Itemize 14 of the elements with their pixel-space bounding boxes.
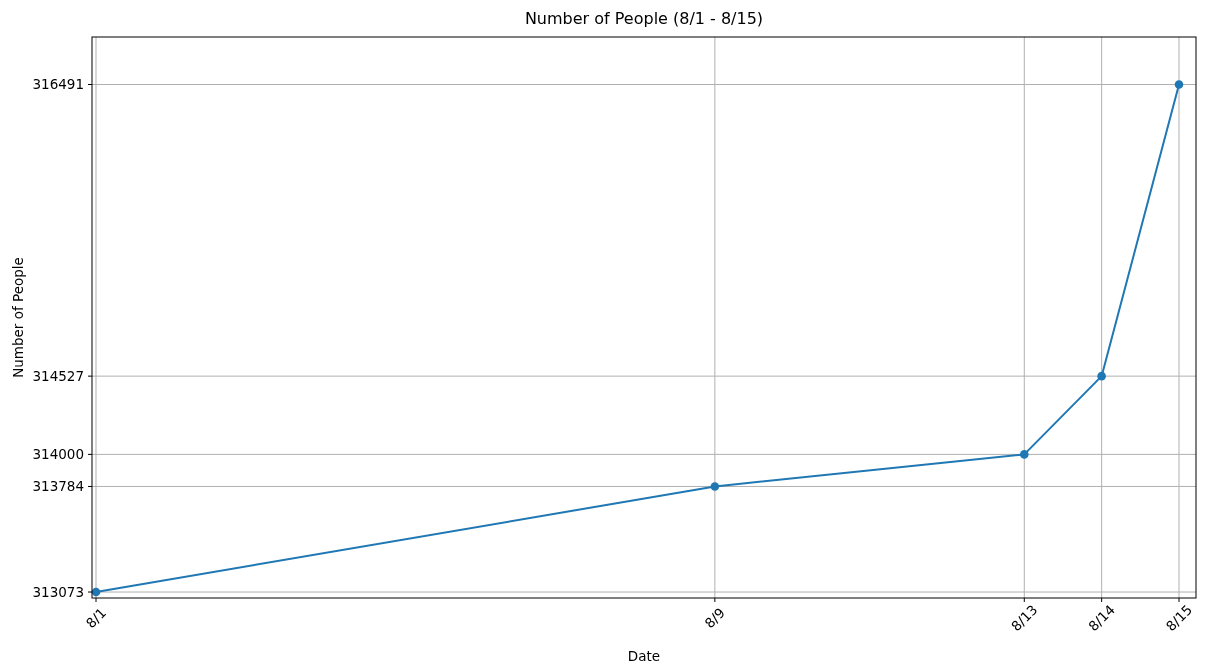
y-tick-label: 313784 [32, 478, 84, 495]
point [710, 482, 720, 491]
chart-title: Number of People (8/1 - 8/15) [524, 9, 764, 28]
x-axis-title: Date [627, 648, 661, 664]
x-tick-label: 8/9 [701, 604, 728, 632]
point [1174, 80, 1184, 89]
x-tick-label: 8/1 [82, 604, 110, 632]
y-tick-label: 316491 [32, 76, 84, 93]
y-tick-label: 313073 [32, 583, 84, 600]
y-axis-title: Number of People [9, 257, 26, 378]
point [1019, 450, 1029, 459]
y-tick-label: 314000 [32, 446, 84, 463]
point [1097, 371, 1106, 381]
y-tick-label: 314527 [32, 367, 84, 384]
